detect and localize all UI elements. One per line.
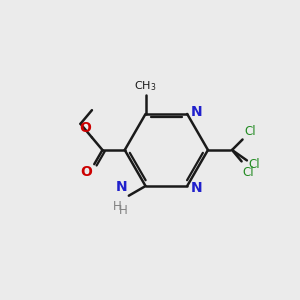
Text: Cl: Cl <box>244 125 256 138</box>
Text: Cl: Cl <box>248 158 260 171</box>
Text: N: N <box>191 181 202 194</box>
Text: N: N <box>116 180 127 194</box>
Text: CH$_3$: CH$_3$ <box>134 80 157 93</box>
Text: O: O <box>79 121 91 135</box>
Text: H: H <box>118 204 127 217</box>
Text: H: H <box>112 200 122 213</box>
Text: O: O <box>80 165 92 179</box>
Text: Cl: Cl <box>242 166 254 179</box>
Text: N: N <box>191 105 202 118</box>
